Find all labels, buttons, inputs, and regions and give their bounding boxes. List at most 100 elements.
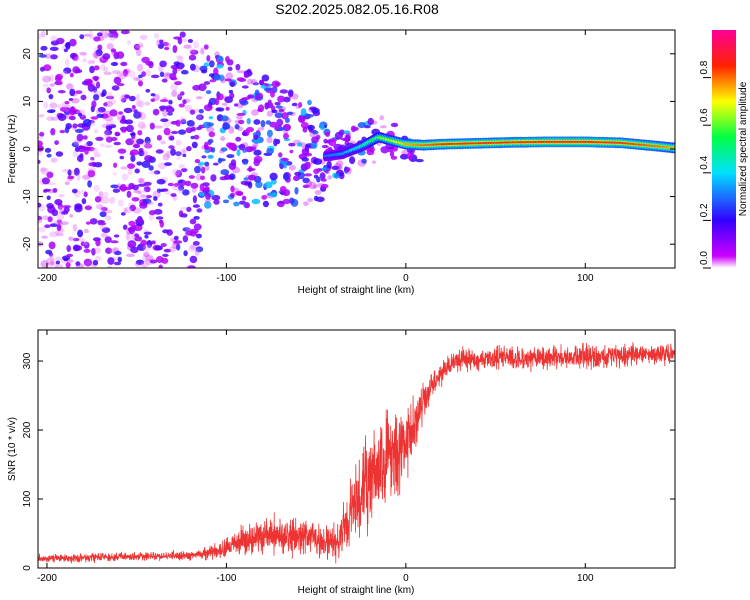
spectrogram-blob [119, 155, 125, 160]
spectrogram-blob [155, 149, 164, 154]
spectrogram-blob [144, 143, 153, 149]
spectrogram-blob [234, 124, 240, 130]
spectrogram-blob [103, 102, 108, 107]
spectrogram-blob [389, 150, 395, 158]
spectrogram-blob [302, 177, 310, 184]
spectrogram-blob [159, 71, 165, 78]
spectrogram-blob [73, 167, 80, 176]
spectrogram-blob [217, 157, 222, 164]
spectrogram-blob [202, 182, 210, 187]
spectrogram-blob [49, 223, 58, 228]
spectrogram-blob [120, 98, 127, 103]
spectrogram-blob [134, 168, 140, 174]
spectrogram-blob [208, 138, 214, 144]
spectrogram-blob [279, 186, 287, 193]
spectrogram-blob [135, 259, 145, 265]
spectrogram-blob [72, 244, 81, 252]
spectrogram-blob [286, 111, 294, 116]
spectrogram-blob [207, 154, 214, 159]
spectrogram-x-tick-label: 0 [403, 273, 409, 284]
spectrogram-blob [55, 151, 64, 157]
spectrogram-blob [75, 261, 81, 267]
spectrogram-blob [195, 246, 204, 253]
spectrogram-blob [301, 157, 310, 162]
spectrogram-blob [138, 80, 143, 87]
spectrogram-blob [153, 208, 163, 215]
spectrogram-blob [89, 34, 94, 40]
spectrogram-blob [298, 102, 303, 108]
spectrogram-blob [311, 136, 319, 144]
spectrogram-blob [241, 85, 249, 89]
spectrogram-blob [131, 105, 136, 110]
spectrogram-blob [188, 246, 197, 252]
spectrogram-blob [305, 114, 314, 118]
spectrogram-blob [189, 244, 197, 250]
spectrogram-blob [275, 105, 283, 109]
spectrogram-blob [140, 194, 147, 199]
spectrogram-blob [212, 162, 219, 166]
spectrogram-blob [123, 206, 132, 214]
spectrogram-blob [143, 186, 151, 193]
spectrogram-blob [155, 216, 164, 220]
spectrogram-blob [190, 126, 196, 132]
spectrogram-blob [118, 185, 126, 191]
spectrogram-blob [204, 201, 212, 209]
spectrogram-blob [270, 91, 275, 98]
spectrogram-blob [164, 42, 172, 48]
spectrogram-blob [102, 53, 111, 60]
spectrogram-blob [311, 107, 320, 114]
spectrogram-blob [38, 215, 43, 221]
spectrogram-blob [90, 157, 95, 162]
spectrogram-blob [137, 177, 145, 184]
snr-plot-area [38, 342, 675, 564]
spectrogram-blob [289, 149, 294, 154]
spectrogram-blob [281, 157, 289, 162]
spectrogram-blob [182, 153, 187, 158]
spectrogram-blob [246, 68, 252, 74]
spectrogram-blob [169, 135, 175, 141]
spectrogram-blob [288, 90, 294, 98]
spectrogram-blob [247, 174, 257, 181]
spectrogram-blob [175, 55, 183, 59]
spectrogram-blob [220, 136, 226, 142]
spectrogram-blob [193, 216, 200, 220]
spectrogram-blob [137, 121, 146, 129]
spectrogram-blob [59, 129, 66, 134]
spectrogram-blob [126, 40, 132, 45]
spectrogram-blob [140, 239, 147, 247]
spectrogram-blob [146, 195, 152, 199]
spectrogram-blob [158, 264, 163, 268]
spectrogram-blob [209, 79, 217, 83]
spectrogram-blob [83, 191, 88, 198]
spectrogram-blob [49, 46, 59, 52]
spectrogram-blob [67, 175, 75, 180]
spectrogram-blob [64, 58, 70, 67]
spectrogram-blob [108, 33, 117, 41]
spectrogram-blob [189, 218, 197, 225]
spectrogram-blob [46, 87, 51, 94]
colorbar-tick-label: 0.8 [699, 60, 710, 74]
spectrogram-blob [231, 166, 241, 174]
spectrogram-blob [138, 263, 146, 268]
spectrogram-blob [190, 63, 196, 71]
spectrogram-blob [163, 127, 171, 136]
spectrogram-blob [283, 123, 291, 132]
spectrogram-blob [138, 148, 144, 153]
spectrogram-blob [203, 104, 213, 112]
spectrogram-blob [137, 100, 145, 108]
spectrogram-blob [101, 63, 106, 71]
spectrogram-blob [170, 148, 176, 156]
spectrogram-blob [109, 196, 116, 204]
spectrogram-blob [182, 235, 189, 243]
spectrogram-blob [213, 73, 221, 81]
spectrogram-blob [46, 116, 54, 121]
spectrogram-blob [173, 183, 179, 187]
spectrogram-blob [174, 81, 183, 86]
spectrogram-blob [196, 114, 204, 121]
spectrogram-blob [174, 152, 182, 156]
spectrogram-blob [83, 241, 90, 249]
spectrogram-blob [53, 219, 62, 225]
spectrogram-blob [156, 188, 162, 194]
